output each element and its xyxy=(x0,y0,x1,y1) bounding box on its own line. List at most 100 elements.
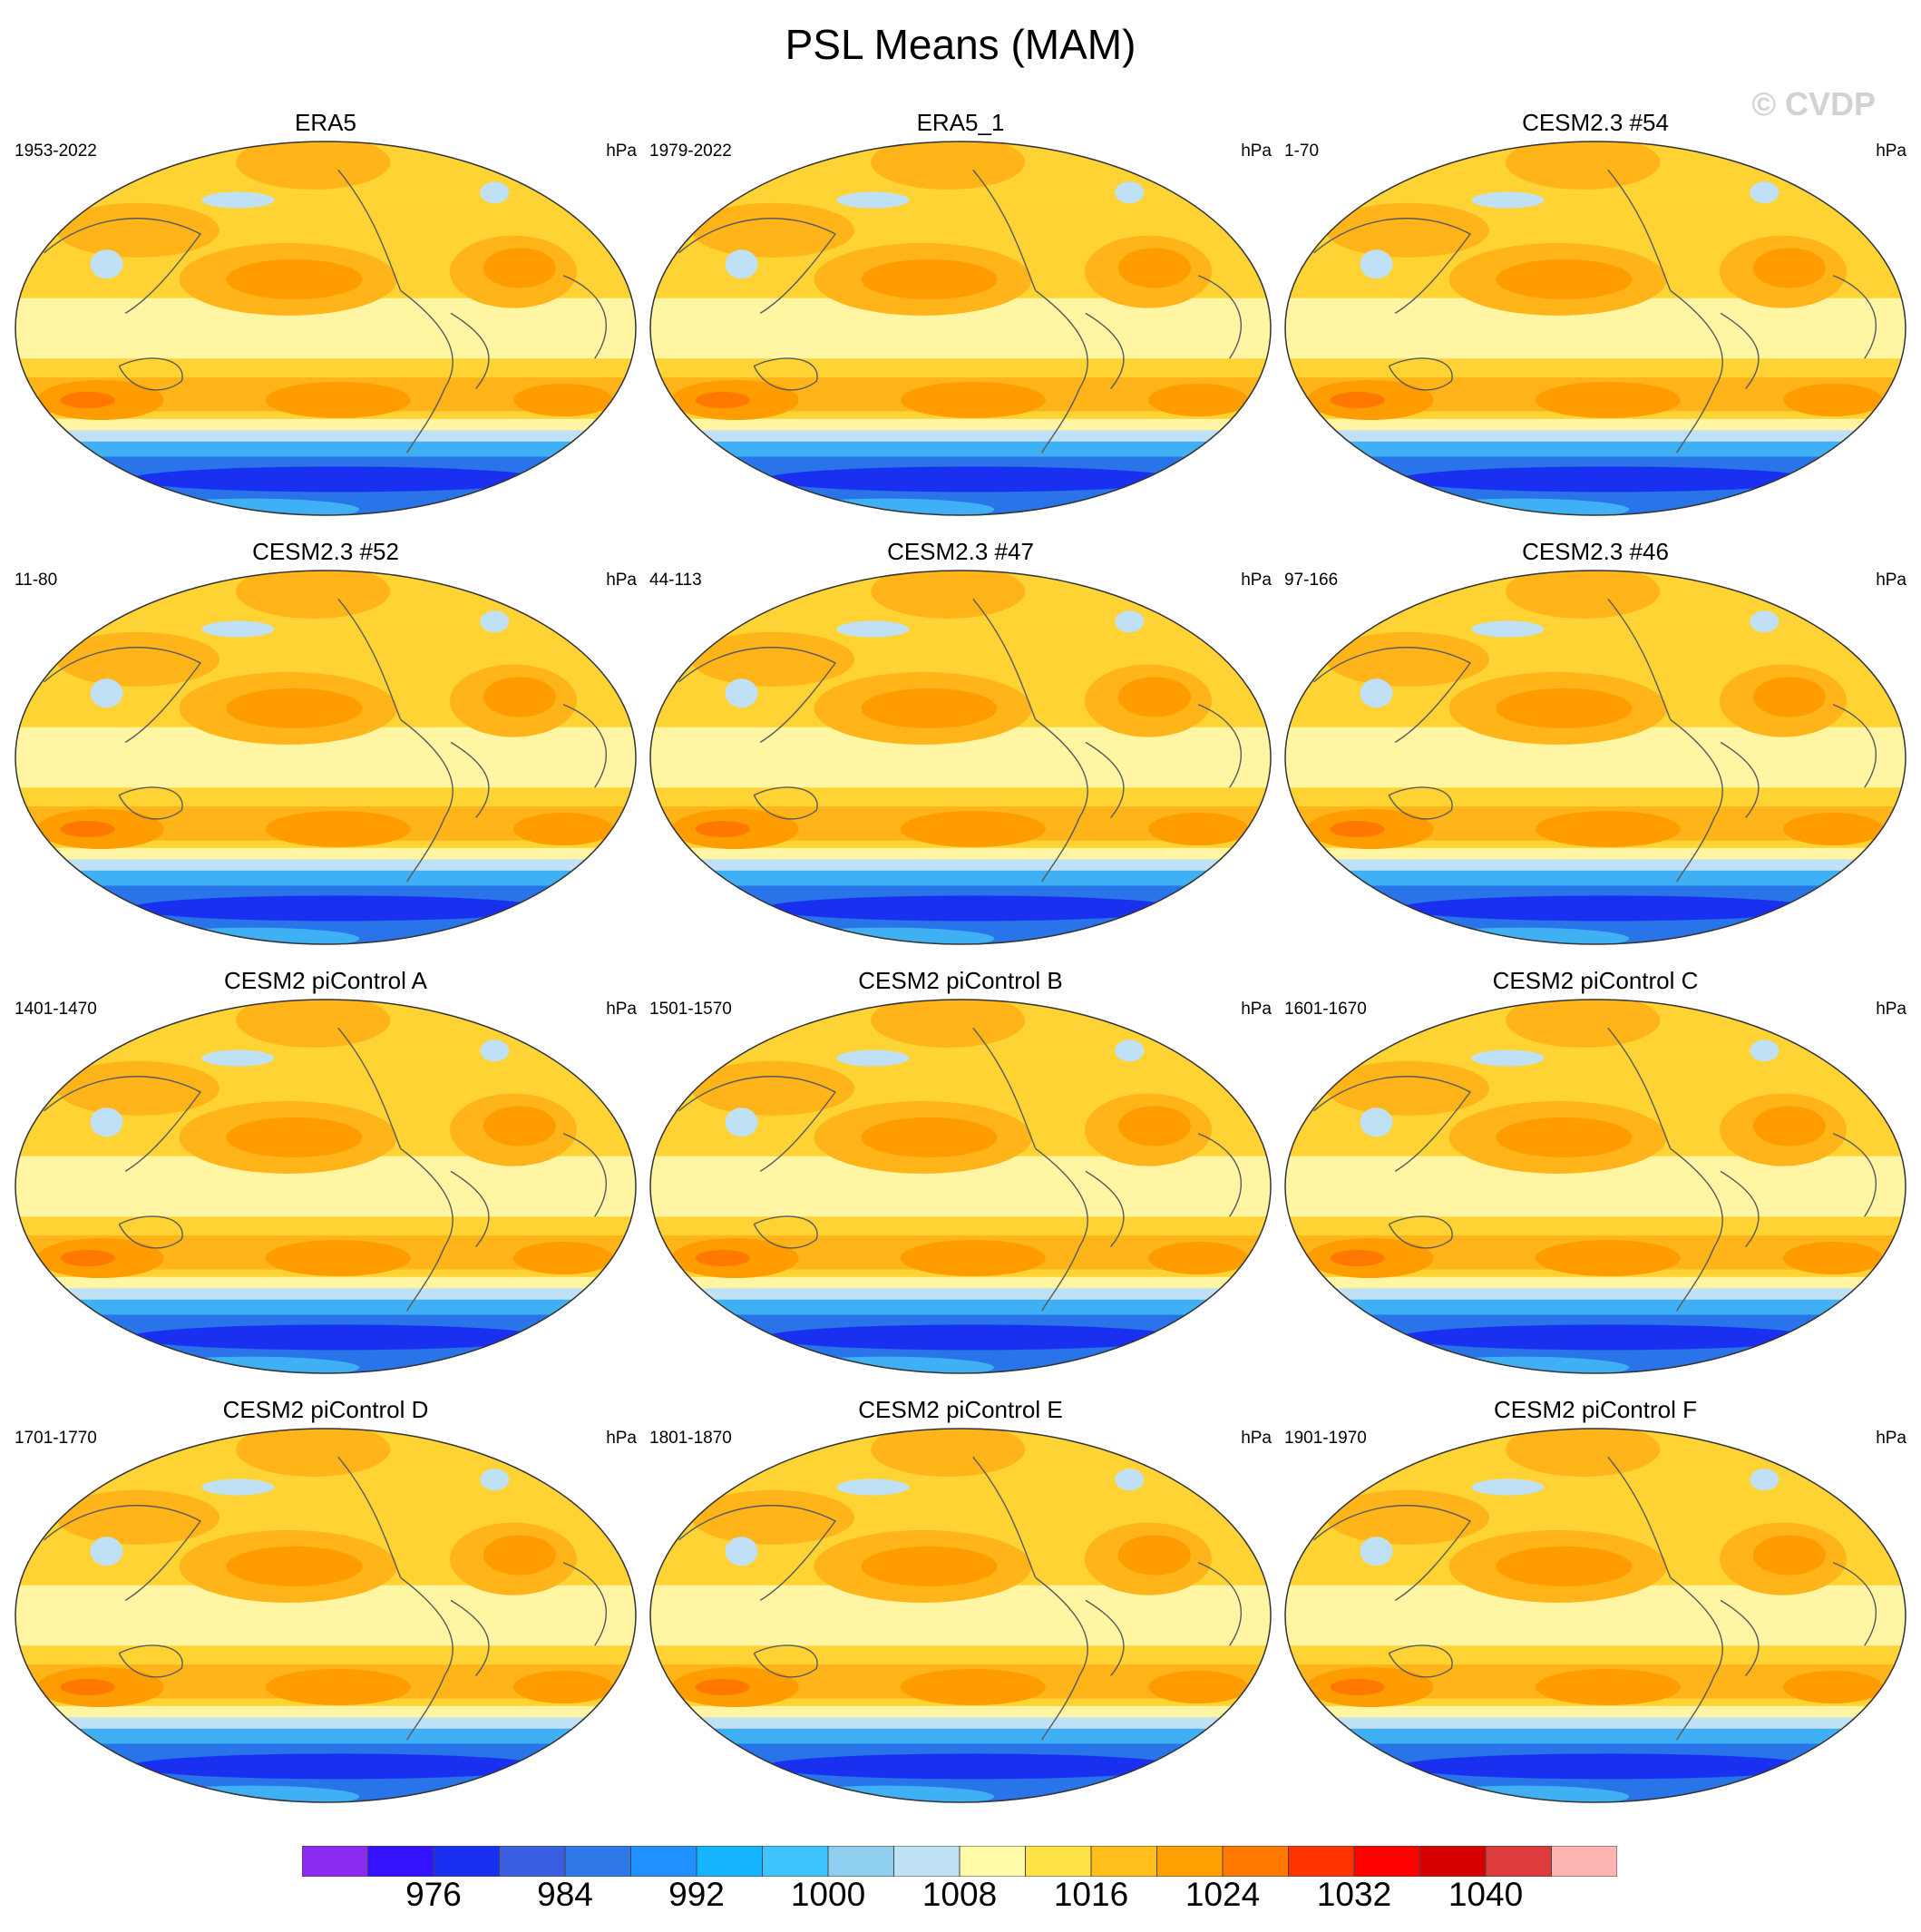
colorbar-tick-label: 976 xyxy=(405,1876,462,1913)
panel-year-range: 1701-1770 xyxy=(15,1429,97,1448)
colorbar-box xyxy=(302,1846,368,1877)
panel-title: CESM2 piControl E xyxy=(858,1396,1063,1423)
colorbar-box xyxy=(696,1846,763,1877)
colorbar-box xyxy=(1025,1846,1092,1877)
colorbar xyxy=(302,1846,1617,1877)
psl-field xyxy=(15,141,636,515)
panel-units: hPa xyxy=(1876,1000,1906,1019)
colorbar-box xyxy=(1090,1846,1157,1877)
colorbar-tick-label: 1008 xyxy=(921,1876,998,1913)
map-border xyxy=(1284,141,1906,516)
map-border xyxy=(1284,999,1906,1374)
panel-units: hPa xyxy=(606,571,637,590)
map-panel: CESM2 piControl E 1801-1870 hPa xyxy=(648,1396,1273,1822)
colorbar-box xyxy=(367,1846,434,1877)
panel-title: CESM2 piControl F xyxy=(1494,1396,1697,1423)
psl-map xyxy=(649,141,1272,516)
colorbar-box xyxy=(630,1846,697,1877)
psl-map xyxy=(649,1428,1272,1803)
colorbar-tick-label: 1024 xyxy=(1185,1876,1261,1913)
colorbar-box xyxy=(1419,1846,1487,1877)
psl-field xyxy=(650,1000,1271,1373)
psl-field xyxy=(1285,141,1906,515)
panel-units: hPa xyxy=(1876,1429,1906,1448)
colorbar-tick-label: 1000 xyxy=(790,1876,866,1913)
map-panel: CESM2 piControl C 1601-1670 hPa xyxy=(1282,967,1908,1393)
panel-year-range: 1801-1870 xyxy=(649,1429,732,1448)
colorbar-box xyxy=(1156,1846,1224,1877)
panel-units: hPa xyxy=(1241,141,1272,161)
psl-map xyxy=(649,570,1272,945)
colorbar-box xyxy=(433,1846,500,1877)
panel-year-range: 1401-1470 xyxy=(15,1000,97,1019)
colorbar-box xyxy=(893,1846,960,1877)
psl-map xyxy=(15,570,637,945)
map-panel: ERA5 1953-2022 hPa xyxy=(13,109,639,535)
panel-units: hPa xyxy=(1876,571,1906,590)
panel-year-range: 44-113 xyxy=(649,571,702,590)
panel-units: hPa xyxy=(606,1429,637,1448)
map-panel: CESM2 piControl A 1401-1470 hPa xyxy=(13,967,639,1393)
panel-title: ERA5 xyxy=(295,109,356,136)
psl-map xyxy=(649,999,1272,1374)
panel-year-range: 11-80 xyxy=(15,571,58,590)
colorbar-box xyxy=(1222,1846,1289,1877)
panel-year-range: 1501-1570 xyxy=(649,1000,732,1019)
psl-field xyxy=(15,571,636,944)
colorbar-tick-label: 1040 xyxy=(1448,1876,1524,1913)
psl-field xyxy=(1285,1000,1906,1373)
psl-field xyxy=(15,1429,636,1802)
map-panel: CESM2.3 #54 1-70 hPa xyxy=(1282,109,1908,535)
panel-title: CESM2 piControl C xyxy=(1492,967,1699,994)
map-panel: CESM2 piControl F 1901-1970 hPa xyxy=(1282,1396,1908,1822)
psl-field xyxy=(650,571,1271,944)
map-border xyxy=(649,570,1272,945)
map-border xyxy=(15,999,637,1374)
panel-title: CESM2.3 #52 xyxy=(252,538,399,565)
map-panel: CESM2.3 #47 44-113 hPa xyxy=(648,538,1273,964)
colorbar-box xyxy=(1551,1846,1617,1877)
map-panel: CESM2 piControl D 1701-1770 hPa xyxy=(13,1396,639,1822)
panel-title: CESM2.3 #46 xyxy=(1522,538,1669,565)
panel-units: hPa xyxy=(606,1000,637,1019)
map-border xyxy=(649,141,1272,516)
colorbar-box xyxy=(762,1846,829,1877)
psl-field xyxy=(15,1000,636,1373)
colorbar-tick-label: 1016 xyxy=(1053,1876,1129,1913)
panel-units: hPa xyxy=(1876,141,1906,161)
map-border xyxy=(15,1428,637,1803)
colorbar-box xyxy=(1485,1846,1552,1877)
panel-units: hPa xyxy=(1241,1000,1272,1019)
psl-field xyxy=(1285,1429,1906,1802)
map-border xyxy=(649,1428,1272,1803)
panel-units: hPa xyxy=(1241,571,1272,590)
psl-map xyxy=(15,1428,637,1803)
panel-year-range: 1979-2022 xyxy=(649,141,732,161)
psl-field xyxy=(650,1429,1271,1802)
panel-title: CESM2 piControl A xyxy=(224,967,427,994)
map-border xyxy=(15,141,637,516)
psl-map xyxy=(1284,141,1906,516)
map-panel: CESM2 piControl B 1501-1570 hPa xyxy=(648,967,1273,1393)
panel-title: CESM2.3 #47 xyxy=(887,538,1034,565)
map-panel: ERA5_1 1979-2022 hPa xyxy=(648,109,1273,535)
panel-year-range: 1901-1970 xyxy=(1284,1429,1367,1448)
map-border xyxy=(15,570,637,945)
panel-title: CESM2 piControl B xyxy=(858,967,1063,994)
colorbar-box xyxy=(827,1846,894,1877)
map-border xyxy=(649,999,1272,1374)
panel-title: CESM2 piControl D xyxy=(222,1396,429,1423)
panel-units: hPa xyxy=(1241,1429,1272,1448)
psl-field xyxy=(650,141,1271,515)
page-title: PSL Means (MAM) xyxy=(785,21,1136,68)
panel-year-range: 1953-2022 xyxy=(15,141,97,161)
panel-year-range: 1-70 xyxy=(1284,141,1320,161)
panel-title: CESM2.3 #54 xyxy=(1522,109,1669,136)
psl-map xyxy=(1284,999,1906,1374)
colorbar-tick-label: 1032 xyxy=(1316,1876,1392,1913)
colorbar-tick-label: 984 xyxy=(537,1876,593,1913)
colorbar-box xyxy=(1288,1846,1355,1877)
map-border xyxy=(1284,570,1906,945)
panel-year-range: 97-166 xyxy=(1284,571,1339,590)
panel-units: hPa xyxy=(606,141,637,161)
